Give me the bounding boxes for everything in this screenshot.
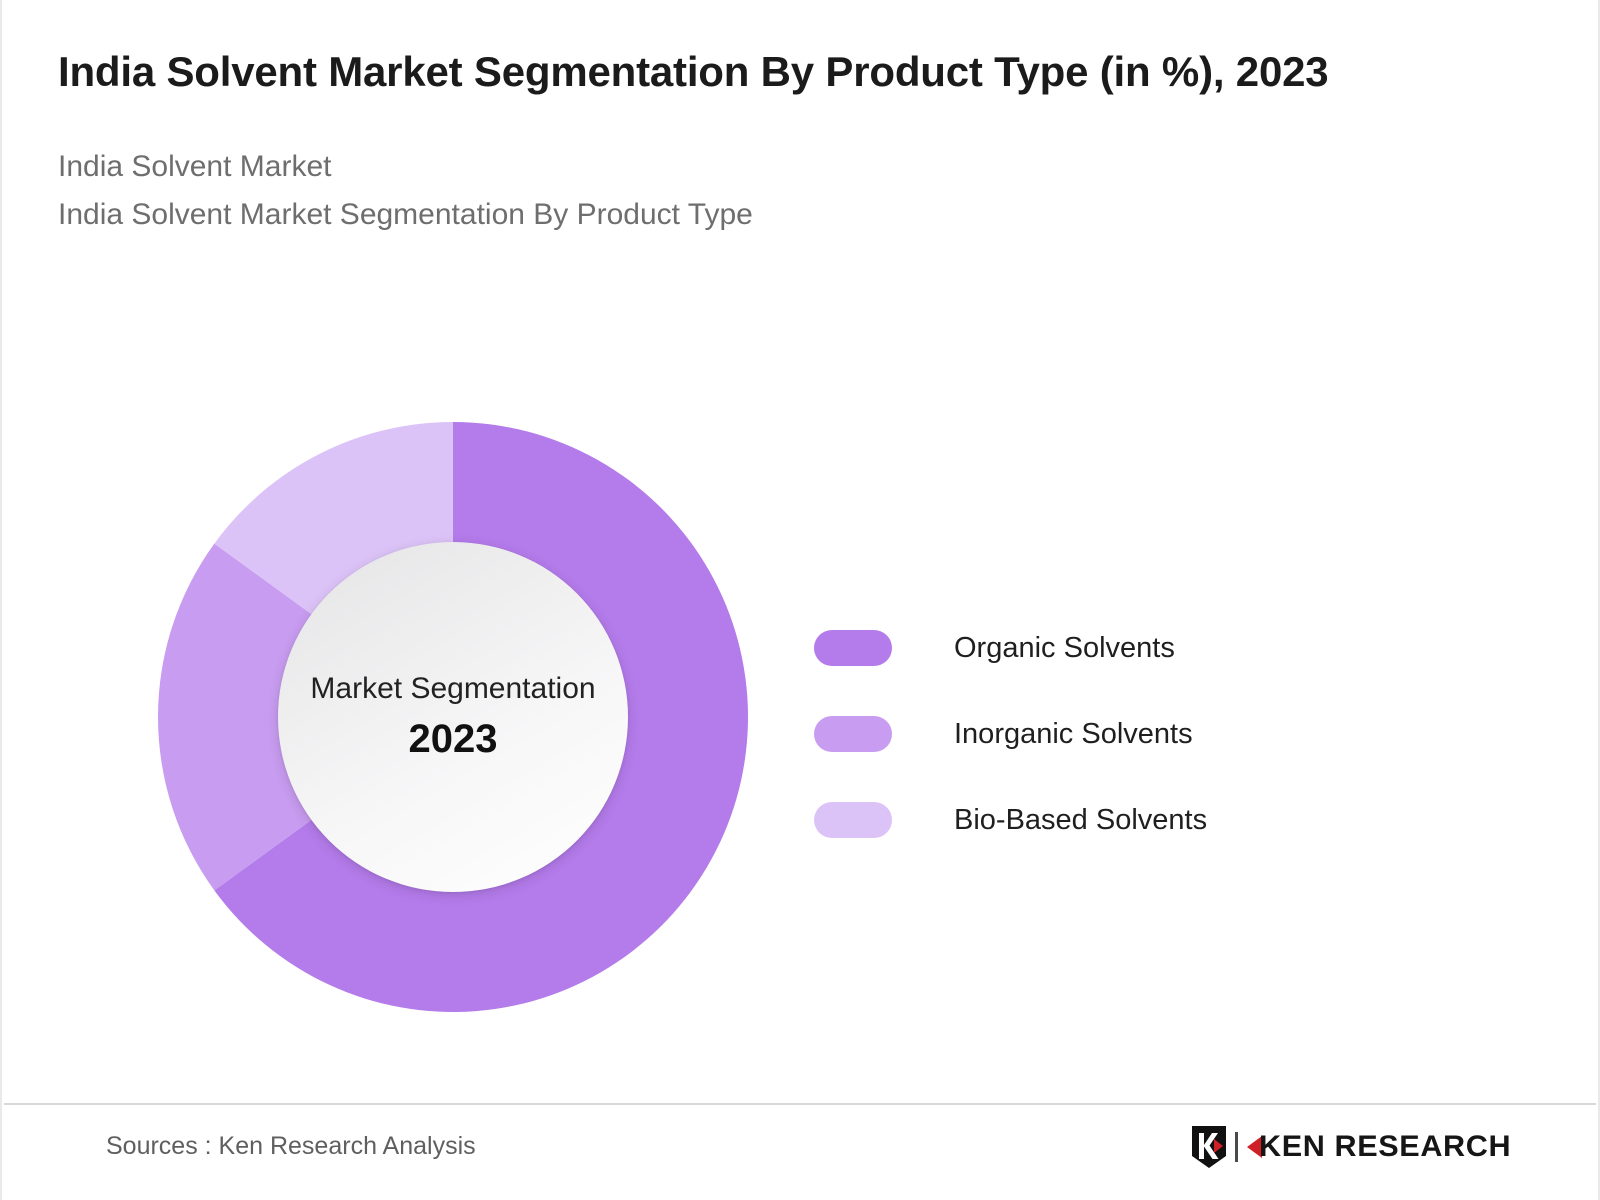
legend-label: Organic Solvents xyxy=(954,631,1175,664)
logo-triangle-icon xyxy=(1246,1136,1262,1158)
legend-label: Inorganic Solvents xyxy=(954,717,1193,750)
legend-swatch xyxy=(814,630,892,666)
ken-research-logo: KEN RESEARCH xyxy=(1190,1125,1510,1169)
chart-area: Market Segmentation 2023 Organic Solvent… xyxy=(2,380,1600,1060)
logo-divider-bar xyxy=(1234,1132,1238,1162)
donut-slice[interactable] xyxy=(214,422,453,616)
legend-label: Bio-Based Solvents xyxy=(954,803,1208,836)
brand-name: KEN RESEARCH xyxy=(1258,1130,1511,1163)
footer-divider xyxy=(4,1103,1596,1105)
donut-slice[interactable] xyxy=(158,543,314,891)
donut-center-hole: Market Segmentation 2023 xyxy=(278,542,628,892)
donut-chart: Market Segmentation 2023 xyxy=(158,422,748,1012)
donut-center-value: 2023 xyxy=(408,716,498,761)
subtitle-line-1: India Solvent Market xyxy=(58,149,332,183)
chart-header: India Solvent Market Segmentation By Pro… xyxy=(58,44,1478,240)
chart-legend: Organic Solvents Inorganic Solvents Bio-Ba… xyxy=(814,605,1434,863)
page-title: India Solvent Market Segmentation By Pro… xyxy=(58,48,1329,95)
donut-slice[interactable] xyxy=(214,422,748,1012)
legend-item[interactable]: Organic Solvents xyxy=(814,605,1434,691)
legend-swatch xyxy=(814,716,892,752)
legend-item[interactable]: Inorganic Solvents xyxy=(814,691,1434,777)
donut-center-label: Market Segmentation xyxy=(310,672,596,706)
donut-svg xyxy=(158,422,748,1012)
ken-research-shield-icon xyxy=(1191,1126,1226,1168)
chart-footer: Sources : Ken Research Analysis KEN RESE… xyxy=(2,1103,1600,1200)
legend-swatch xyxy=(814,802,892,838)
legend-item[interactable]: Bio-Based Solvents xyxy=(814,777,1434,863)
subtitle-line-2: India Solvent Market Segmentation By Pro… xyxy=(58,198,753,232)
donut-slice-group xyxy=(158,422,748,1012)
sources-text: Sources : Ken Research Analysis xyxy=(106,1132,476,1160)
subtitle-block: India Solvent Market India Solvent Marke… xyxy=(58,143,1478,240)
